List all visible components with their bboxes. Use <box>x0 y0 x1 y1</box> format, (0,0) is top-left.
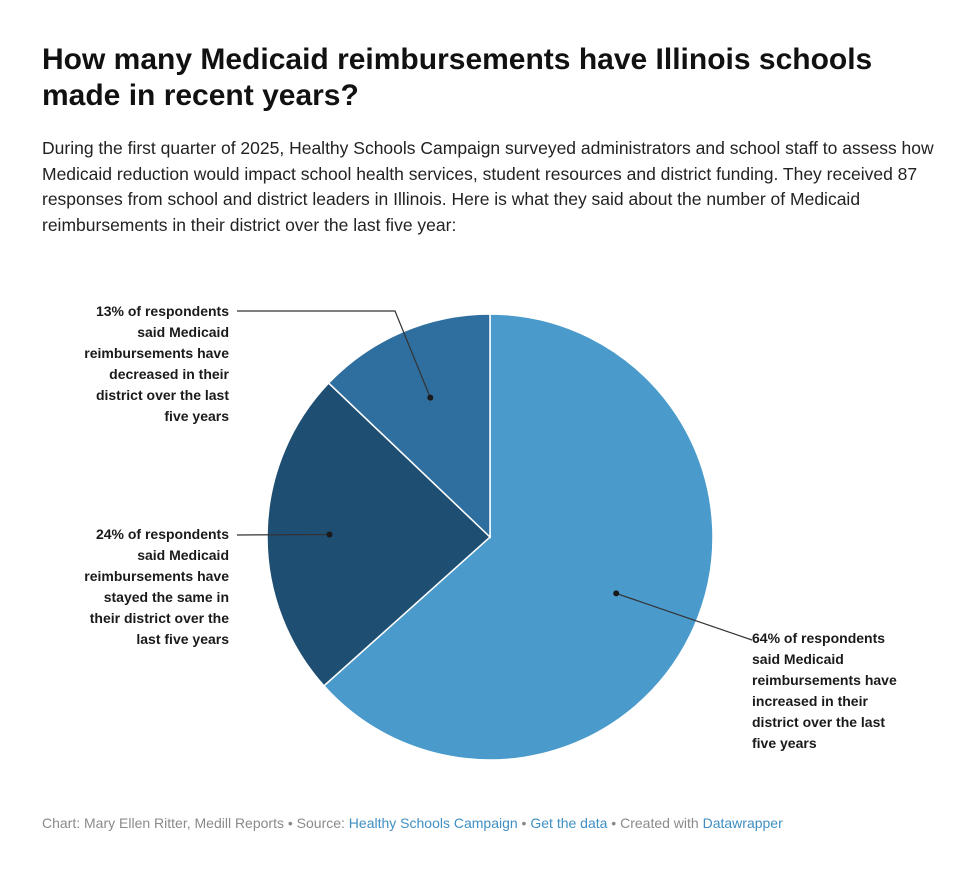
chart-title: How many Medicaid reimbursements have Il… <box>42 43 873 112</box>
leader-line-increased <box>616 592 753 641</box>
source-link[interactable]: Healthy Schools Campaign <box>348 815 518 831</box>
annotation-line: reimbursements have <box>84 568 229 584</box>
annotation-line: their district over the <box>90 610 229 626</box>
get-the-data-link[interactable]: Get the data <box>530 815 608 831</box>
annotation-line: 64% of respondents <box>752 630 885 646</box>
leader-line-stayed-the-same <box>236 533 330 536</box>
annotation-line: district over the last <box>752 714 885 730</box>
annotation-line: said Medicaid <box>137 547 229 563</box>
pie-slice-stayed-the-same <box>266 381 492 687</box>
slice-annotation-increased: 64% of respondents said Medicaid reimburse… <box>752 630 897 751</box>
annotation-labels: 64% of respondents said Medicaid reimburse… <box>84 303 897 751</box>
annotation-line: five years <box>752 735 817 751</box>
leader-dot-stayed-the-same <box>326 531 333 538</box>
annotation-line: last five years <box>136 631 229 647</box>
annotation-line: 24% of respondents <box>96 526 229 542</box>
annotation-line: district over the last <box>96 387 229 403</box>
footer-separator-1: • <box>283 815 297 831</box>
footer-created-with: Created with <box>620 815 703 831</box>
pie-slice-increased <box>322 313 714 761</box>
chart-subtitle: During the first quarter of 2025, Health… <box>42 138 934 235</box>
leader-dot-decreased <box>427 394 434 401</box>
annotation-leaders <box>236 310 753 641</box>
slice-annotation-stayed-the-same: 24% of respondents said Medicaid reimburse… <box>84 526 229 647</box>
footer-separator-2: • <box>517 815 531 831</box>
footer-separator-3: • <box>607 815 621 831</box>
pie-slice-decreased <box>327 313 491 539</box>
annotation-line: reimbursements have <box>84 345 229 361</box>
leader-line-decreased <box>237 310 431 398</box>
leader-dot-increased <box>613 590 620 597</box>
footer-source-prefix: Source: <box>296 815 349 831</box>
footer-credit: Chart: Mary Ellen Ritter, Medill Reports <box>42 815 284 831</box>
annotation-line: decreased in their <box>109 366 229 382</box>
annotation-line: said Medicaid <box>137 324 229 340</box>
chart-footer: Chart: Mary Ellen Ritter, Medill Reports… <box>42 814 962 832</box>
annotation-line: 13% of respondents <box>96 303 229 319</box>
slice-annotation-decreased: 13% of respondents said Medicaid reimburse… <box>84 303 229 424</box>
annotation-line: stayed the same in <box>104 589 229 605</box>
annotation-line: increased in their <box>752 693 868 709</box>
annotation-line: reimbursements have <box>752 672 897 688</box>
pie-slices <box>266 313 714 761</box>
annotation-line: five years <box>164 408 229 424</box>
datawrapper-link[interactable]: Datawrapper <box>702 815 783 831</box>
annotation-line: said Medicaid <box>752 651 844 667</box>
